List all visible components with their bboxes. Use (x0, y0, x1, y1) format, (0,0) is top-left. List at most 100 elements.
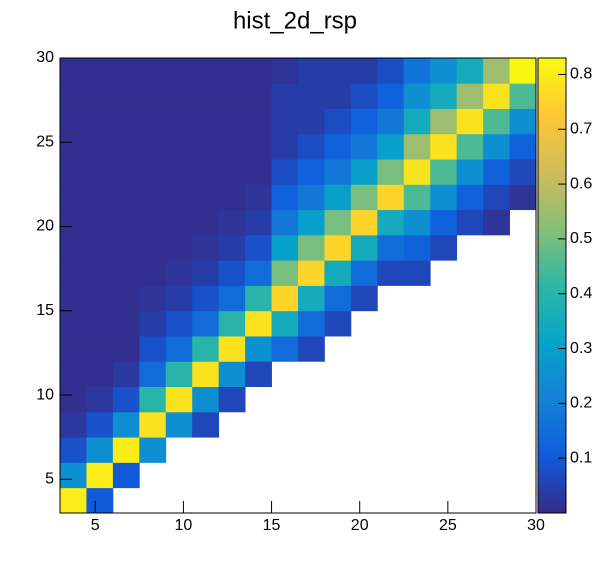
heatmap-cell (483, 83, 510, 109)
heatmap-cell (112, 437, 140, 463)
heatmap-cell (139, 209, 167, 236)
heatmap-cell (218, 209, 246, 236)
heatmap-cell (139, 361, 167, 388)
heatmap-cell (86, 234, 114, 261)
heatmap-cell (60, 462, 87, 489)
heatmap-cell (403, 108, 431, 135)
heatmap-cell (298, 234, 325, 261)
heatmap-cell (60, 310, 87, 337)
heatmap-cell (377, 133, 405, 160)
heatmap-cell (112, 133, 140, 160)
heatmap-cell (139, 386, 167, 413)
y-tick-label: 30 (36, 49, 54, 66)
heatmap-cell (271, 83, 299, 109)
heatmap-cell (456, 133, 484, 160)
heatmap-cell (509, 108, 537, 135)
z-tick-label: 0.7 (570, 120, 592, 137)
heatmap-cell (324, 159, 352, 185)
heatmap-cell (456, 159, 484, 185)
z-tick-label: 0.5 (570, 230, 592, 247)
heatmap-cell (112, 234, 140, 261)
heatmap-cell (86, 386, 114, 413)
x-tick-label: 15 (263, 517, 281, 534)
heatmap-cells (60, 58, 537, 514)
heatmap-cell (324, 260, 352, 286)
heatmap-cell (324, 184, 352, 211)
heatmap-cell (245, 83, 272, 109)
heatmap-cell (350, 133, 378, 160)
color-bar (537, 57, 567, 514)
heatmap-cell (377, 260, 405, 286)
heatmap-cell (403, 260, 431, 286)
heatmap-cell (165, 209, 193, 236)
heatmap-cell (60, 487, 87, 514)
heatmap-cell (86, 209, 114, 236)
heatmap-cell (139, 184, 167, 211)
heatmap-cell (192, 234, 220, 261)
heatmap-cell (271, 285, 299, 312)
heatmap-cell (271, 133, 299, 160)
heatmap-cell (139, 437, 167, 463)
heatmap-cell (139, 234, 167, 261)
heatmap-cell (430, 184, 458, 211)
heatmap-cell (298, 108, 325, 135)
heatmap-cell (112, 209, 140, 236)
heatmap-cell (112, 159, 140, 185)
heatmap-cell (430, 133, 458, 160)
heatmap-cell (165, 285, 193, 312)
z-tick-label: 0.3 (570, 340, 592, 357)
heatmap-cell (298, 159, 325, 185)
heatmap-cell (192, 83, 220, 109)
heatmap-cell (60, 159, 87, 185)
heatmap-cell (218, 108, 246, 135)
heatmap-cell (403, 58, 431, 84)
heatmap-cell (324, 285, 352, 312)
heatmap-cell (60, 386, 87, 413)
heatmap-cell (139, 336, 167, 362)
heatmap-cell (245, 336, 272, 362)
heatmap-cell (218, 133, 246, 160)
heatmap-cell (86, 310, 114, 337)
heatmap-cell (245, 184, 272, 211)
heatmap-cell (218, 361, 246, 388)
heatmap-cell (298, 133, 325, 160)
heatmap-cell (430, 159, 458, 185)
heatmap-cell (60, 234, 87, 261)
heatmap-cell (86, 108, 114, 135)
heatmap-cell (298, 260, 325, 286)
x-tick-label: 20 (351, 517, 369, 534)
heatmap-cell (377, 184, 405, 211)
y-tick-label: 20 (36, 218, 54, 235)
heatmap-cell (298, 285, 325, 312)
z-tick-label: 0.6 (570, 175, 592, 192)
heatmap-cell (483, 133, 510, 160)
heatmap-cell (271, 336, 299, 362)
heatmap-cell (112, 336, 140, 362)
heatmap-cell (192, 133, 220, 160)
heatmap-cell (218, 58, 246, 84)
heatmap-cell (86, 361, 114, 388)
heatmap-cell (192, 58, 220, 84)
heatmap-cell (192, 285, 220, 312)
heatmap-cell (324, 209, 352, 236)
heatmap-cell (271, 209, 299, 236)
heatmap-cell (350, 159, 378, 185)
heatmap-cell (509, 58, 537, 84)
heatmap-cell (192, 411, 220, 438)
heatmap-cell (112, 184, 140, 211)
heatmap-cell (456, 108, 484, 135)
heatmap-cell (403, 234, 431, 261)
heatmap-cell (271, 310, 299, 337)
heatmap-cell (271, 184, 299, 211)
heatmap-cell (430, 83, 458, 109)
heatmap-cell (324, 133, 352, 160)
chart-title: hist_2d_rsp (233, 7, 357, 34)
z-tick-label: 0.4 (570, 285, 592, 302)
heatmap-cell (60, 58, 87, 84)
heatmap-cell (60, 437, 87, 463)
y-tick-label: 10 (36, 386, 54, 403)
heatmap-cell (139, 285, 167, 312)
x-tick-label: 25 (439, 517, 457, 534)
heatmap-cell (218, 83, 246, 109)
heatmap-cell (112, 58, 140, 84)
